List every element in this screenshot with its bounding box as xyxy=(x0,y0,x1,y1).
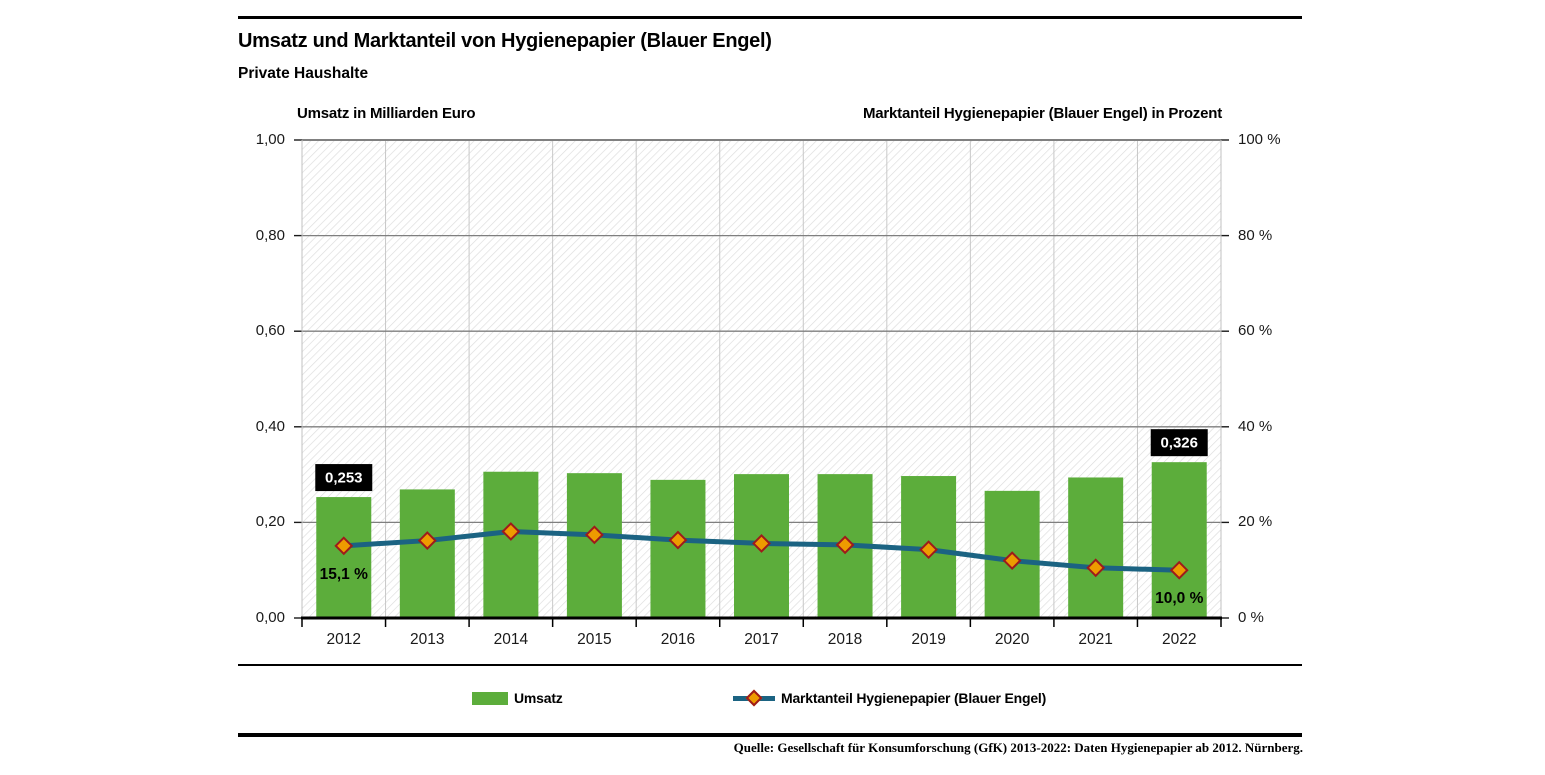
x-axis-label-2020: 2020 xyxy=(994,631,1030,648)
x-axis-label-2022: 2022 xyxy=(1161,631,1197,648)
diamond-marker-icon xyxy=(745,689,763,707)
bar-2014 xyxy=(483,471,539,618)
bar-2012 xyxy=(316,497,372,618)
diamond-marker-2019 xyxy=(919,540,939,560)
y-axis-right-label: 40 % xyxy=(1238,417,1273,435)
legend-label-umsatz: Umsatz xyxy=(514,690,563,706)
diamond-marker-2015 xyxy=(584,525,604,545)
x-axis-label-2016: 2016 xyxy=(660,631,696,648)
bar-2022 xyxy=(1151,462,1207,618)
bar-2021 xyxy=(1068,477,1124,618)
data-label: 0,253 xyxy=(325,470,363,487)
diamond-marker-2012 xyxy=(334,536,354,556)
diamond-marker-2020 xyxy=(1002,551,1022,571)
x-axis-label-2019: 2019 xyxy=(911,631,946,648)
bar-2015 xyxy=(566,473,622,618)
legend-item-umsatz: Umsatz xyxy=(472,688,563,708)
data-label: 15,1 % xyxy=(320,566,368,583)
data-label-box xyxy=(1150,429,1208,457)
y-axis-right-label: 80 % xyxy=(1238,226,1273,244)
x-axis-label-2018: 2018 xyxy=(827,631,863,648)
top-rule xyxy=(238,16,1302,19)
legend-separator-line xyxy=(238,664,1302,666)
data-label-box xyxy=(315,464,373,492)
y-axis-left-label: 1,00 xyxy=(255,131,285,148)
y-axis-left-label: 0,20 xyxy=(255,513,285,531)
x-axis-label-2013: 2013 xyxy=(410,631,445,648)
legend-item-marktanteil: Marktanteil Hygienepapier (Blauer Engel) xyxy=(733,688,1046,708)
line-series-swatch xyxy=(733,689,775,707)
y-axis-right-label: 60 % xyxy=(1238,322,1273,340)
x-axis-label-2015: 2015 xyxy=(577,631,612,648)
legend-label-marktanteil: Marktanteil Hygienepapier (Blauer Engel) xyxy=(781,690,1047,706)
diamond-marker-2018 xyxy=(835,535,855,555)
bar-2013 xyxy=(399,489,455,618)
y-axis-right-label: 100 % xyxy=(1238,131,1281,148)
diamond-marker-2014 xyxy=(501,522,521,541)
x-axis-label-2014: 2014 xyxy=(493,631,529,648)
diamond-marker-2021 xyxy=(1086,558,1106,578)
diamond-marker-2017 xyxy=(752,534,771,553)
data-label: 0,326 xyxy=(1160,435,1198,452)
y-axis-left-label: 0,40 xyxy=(255,417,285,435)
y-axis-left-label: 0,00 xyxy=(255,609,285,626)
diamond-marker-2022 xyxy=(1169,560,1189,580)
y-axis-left-label: 0,80 xyxy=(255,226,285,244)
x-axis-label-2021: 2021 xyxy=(1078,631,1113,648)
bar-series-swatch xyxy=(472,691,508,705)
y-axis-left-label: 0,60 xyxy=(255,322,285,340)
data-label: 10,0 % xyxy=(1155,590,1203,607)
y-axis-right-label: 20 % xyxy=(1238,513,1273,531)
x-axis-label-2012: 2012 xyxy=(326,631,361,648)
right-axis-title: Marktanteil Hygienepapier (Blauer Engel)… xyxy=(862,105,1222,122)
left-axis-title: Umsatz in Milliarden Euro xyxy=(297,105,476,122)
chart-title: Umsatz und Marktanteil von Hygienepapier… xyxy=(238,30,772,52)
source-text: Quelle: Gesellschaft für Konsumforschung… xyxy=(733,740,1303,755)
chart-subtitle: Private Haushalte xyxy=(238,65,369,82)
bottom-rule xyxy=(238,733,1302,737)
x-axis-label-2017: 2017 xyxy=(744,631,779,648)
diamond-marker-2016 xyxy=(668,530,688,550)
y-axis-right-label: 0 % xyxy=(1238,609,1264,626)
diamond-marker-2013 xyxy=(417,531,437,550)
